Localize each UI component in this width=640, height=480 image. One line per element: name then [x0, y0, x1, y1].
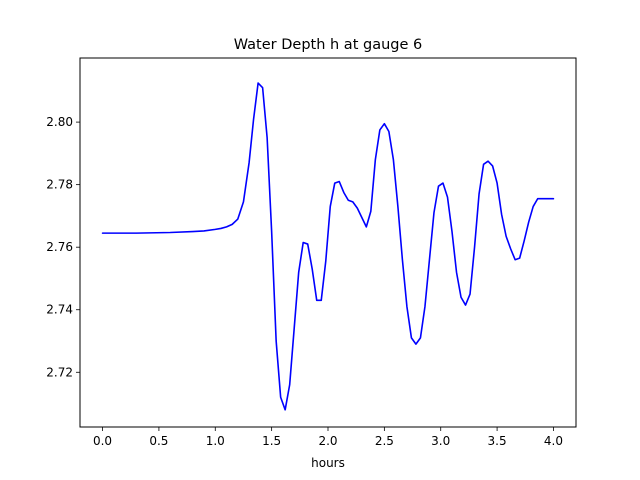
- y-tick-label: 2.76: [46, 240, 73, 254]
- y-tick-label: 2.78: [46, 178, 73, 192]
- x-tick-label: 3.0: [431, 434, 450, 448]
- plot-area: [101, 82, 555, 411]
- x-tick-label: 2.5: [375, 434, 394, 448]
- x-tick-label: 0.0: [93, 434, 112, 448]
- x-tick-label: 0.5: [149, 434, 168, 448]
- y-tick-label: 2.74: [46, 303, 73, 317]
- y-tick-label: 2.72: [46, 365, 73, 379]
- x-tick-label: 3.5: [488, 434, 507, 448]
- y-tick-label: 2.80: [46, 115, 73, 129]
- x-axis-label: hours: [311, 456, 345, 470]
- x-tick-label: 1.5: [262, 434, 281, 448]
- x-tick-label: 2.0: [318, 434, 337, 448]
- series-line-0: [101, 82, 555, 411]
- axis-ticks: 0.0 0.5 1.0 1.5 2.0 2.5 3.0 3.5 4.0 2.72 2.74 2.76 2…: [46, 115, 563, 448]
- x-tick-label: 1.0: [206, 434, 225, 448]
- chart-title: Water Depth h at gauge 6: [234, 37, 422, 53]
- plot-frame: [79, 57, 577, 428]
- x-tick-label: 4.0: [544, 434, 563, 448]
